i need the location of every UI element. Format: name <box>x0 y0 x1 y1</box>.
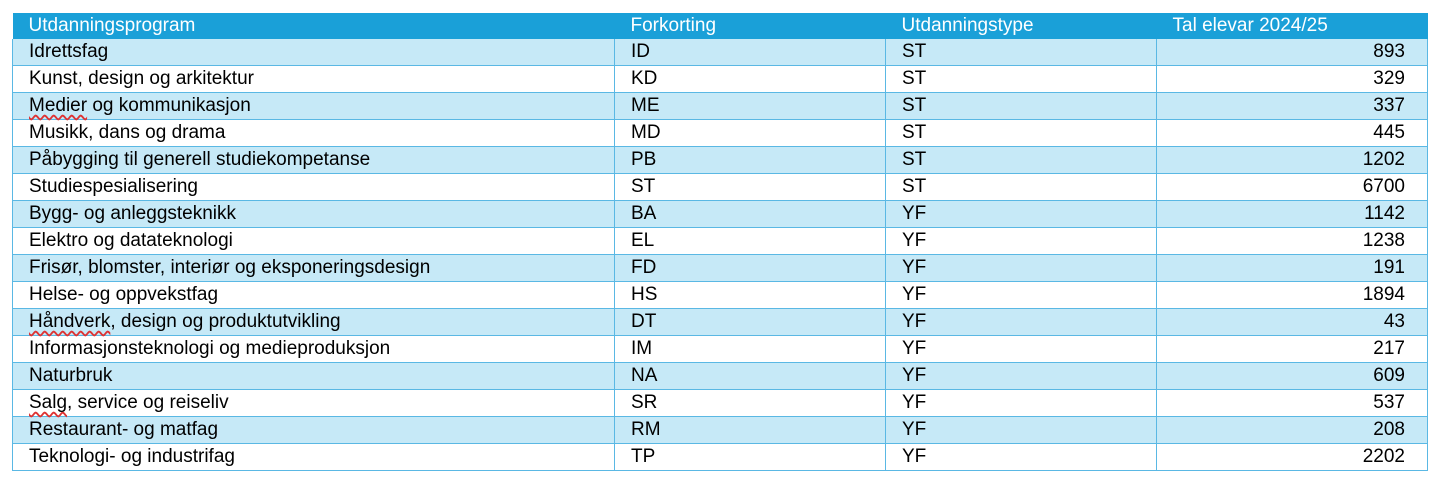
table-row: Idrettsfag ID ST 893 <box>12 39 1428 66</box>
cell-type: YF <box>885 389 1157 417</box>
cell-abbreviation: ID <box>614 39 886 66</box>
cell-student-count: 191 <box>1156 254 1428 282</box>
cell-type: YF <box>885 281 1157 309</box>
cell-program: Helse- og oppvekstfag <box>12 281 615 309</box>
cell-type: YF <box>885 362 1157 390</box>
cell-type: YF <box>885 416 1157 444</box>
cell-student-count: 445 <box>1156 119 1428 147</box>
cell-program: Musikk, dans og drama <box>12 119 615 147</box>
cell-type: YF <box>885 254 1157 282</box>
table-row: Teknologi- og industrifag TP YF 2202 <box>12 443 1428 471</box>
table-row: Elektro og datateknologi EL YF 1238 <box>12 227 1428 255</box>
cell-student-count: 537 <box>1156 389 1428 417</box>
cell-type: ST <box>885 146 1157 174</box>
cell-program: Informasjonsteknologi og medieproduksjon <box>12 335 615 363</box>
table-body: Idrettsfag ID ST 893 Kunst, design og arkite… <box>12 39 1428 471</box>
table-row: Helse- og oppvekstfag HS YF 1894 <box>12 281 1428 309</box>
cell-abbreviation: PB <box>614 146 886 174</box>
cell-abbreviation: RM <box>614 416 886 444</box>
cell-abbreviation: FD <box>614 254 886 282</box>
cell-type: ST <box>885 92 1157 120</box>
cell-abbreviation: TP <box>614 443 886 471</box>
cell-type: YF <box>885 227 1157 255</box>
cell-student-count: 893 <box>1156 39 1428 66</box>
cell-abbreviation: EL <box>614 227 886 255</box>
table-row: Kunst, design og arkitektur KD ST 329 <box>12 65 1428 93</box>
cell-student-count: 609 <box>1156 362 1428 390</box>
table-row: Informasjonsteknologi og medieproduksjon… <box>12 335 1428 363</box>
table-row: Musikk, dans og drama MD ST 445 <box>12 119 1428 147</box>
table-row: Bygg- og anleggsteknikk BA YF 1142 <box>12 200 1428 228</box>
cell-program: Håndverk, design og produktutvikling <box>12 308 615 336</box>
table-row: Salg, service og reiseliv SR YF 537 <box>12 389 1428 417</box>
cell-program: Kunst, design og arkitektur <box>12 65 615 93</box>
cell-type: ST <box>885 39 1157 66</box>
cell-program: Medier og kommunikasjon <box>12 92 615 120</box>
cell-program: Studiespesialisering <box>12 173 615 201</box>
cell-student-count: 1202 <box>1156 146 1428 174</box>
cell-abbreviation: MD <box>614 119 886 147</box>
cell-student-count: 208 <box>1156 416 1428 444</box>
spellcheck-word: Håndverk <box>29 311 111 332</box>
cell-abbreviation: BA <box>614 200 886 228</box>
cell-student-count: 1142 <box>1156 200 1428 228</box>
header-abbreviation: Forkorting <box>614 13 886 39</box>
cell-type: YF <box>885 335 1157 363</box>
cell-abbreviation: NA <box>614 362 886 390</box>
table-row: Frisør, blomster, interiør og eksponerin… <box>12 254 1428 282</box>
header-type: Utdanningstype <box>885 13 1157 39</box>
cell-program: Restaurant- og matfag <box>12 416 615 444</box>
table-header: Utdanningsprogram Forkorting Utdanningst… <box>12 13 1428 39</box>
cell-student-count: 1238 <box>1156 227 1428 255</box>
table-row: Restaurant- og matfag RM YF 208 <box>12 416 1428 444</box>
table-row: Studiespesialisering ST ST 6700 <box>12 173 1428 201</box>
table-row: Naturbruk NA YF 609 <box>12 362 1428 390</box>
spellcheck-word: Medier <box>29 95 88 116</box>
spellcheck-word: Salg <box>29 392 68 413</box>
education-programs-table: Utdanningsprogram Forkorting Utdanningst… <box>12 13 1428 471</box>
cell-type: ST <box>885 65 1157 93</box>
cell-type: YF <box>885 308 1157 336</box>
cell-program: Teknologi- og industrifag <box>12 443 615 471</box>
cell-type: YF <box>885 443 1157 471</box>
cell-abbreviation: SR <box>614 389 886 417</box>
cell-abbreviation: ME <box>614 92 886 120</box>
cell-student-count: 329 <box>1156 65 1428 93</box>
cell-abbreviation: HS <box>614 281 886 309</box>
cell-program: Påbygging til generell studiekompetanse <box>12 146 615 174</box>
cell-abbreviation: DT <box>614 308 886 336</box>
cell-student-count: 217 <box>1156 335 1428 363</box>
cell-student-count: 1894 <box>1156 281 1428 309</box>
header-program: Utdanningsprogram <box>12 13 615 39</box>
cell-student-count: 337 <box>1156 92 1428 120</box>
cell-abbreviation: KD <box>614 65 886 93</box>
header-row: Utdanningsprogram Forkorting Utdanningst… <box>12 13 1428 39</box>
cell-type: YF <box>885 200 1157 228</box>
cell-type: ST <box>885 119 1157 147</box>
header-student-count: Tal elevar 2024/25 <box>1156 13 1428 39</box>
cell-program: Bygg- og anleggsteknikk <box>12 200 615 228</box>
table-row: Håndverk, design og produktutvikling DT YF… <box>12 308 1428 336</box>
table-row: Medier og kommunikasjon ME ST 337 <box>12 92 1428 120</box>
cell-student-count: 2202 <box>1156 443 1428 471</box>
table-row: Påbygging til generell studiekompetanse P… <box>12 146 1428 174</box>
cell-program: Frisør, blomster, interiør og eksponerin… <box>12 254 615 282</box>
cell-program: Naturbruk <box>12 362 615 390</box>
cell-student-count: 6700 <box>1156 173 1428 201</box>
cell-program: Salg, service og reiseliv <box>12 389 615 417</box>
cell-program: Elektro og datateknologi <box>12 227 615 255</box>
cell-type: ST <box>885 173 1157 201</box>
cell-student-count: 43 <box>1156 308 1428 336</box>
cell-abbreviation: IM <box>614 335 886 363</box>
cell-abbreviation: ST <box>614 173 886 201</box>
cell-program: Idrettsfag <box>12 39 615 66</box>
education-table-container: Utdanningsprogram Forkorting Utdanningst… <box>12 13 1428 471</box>
